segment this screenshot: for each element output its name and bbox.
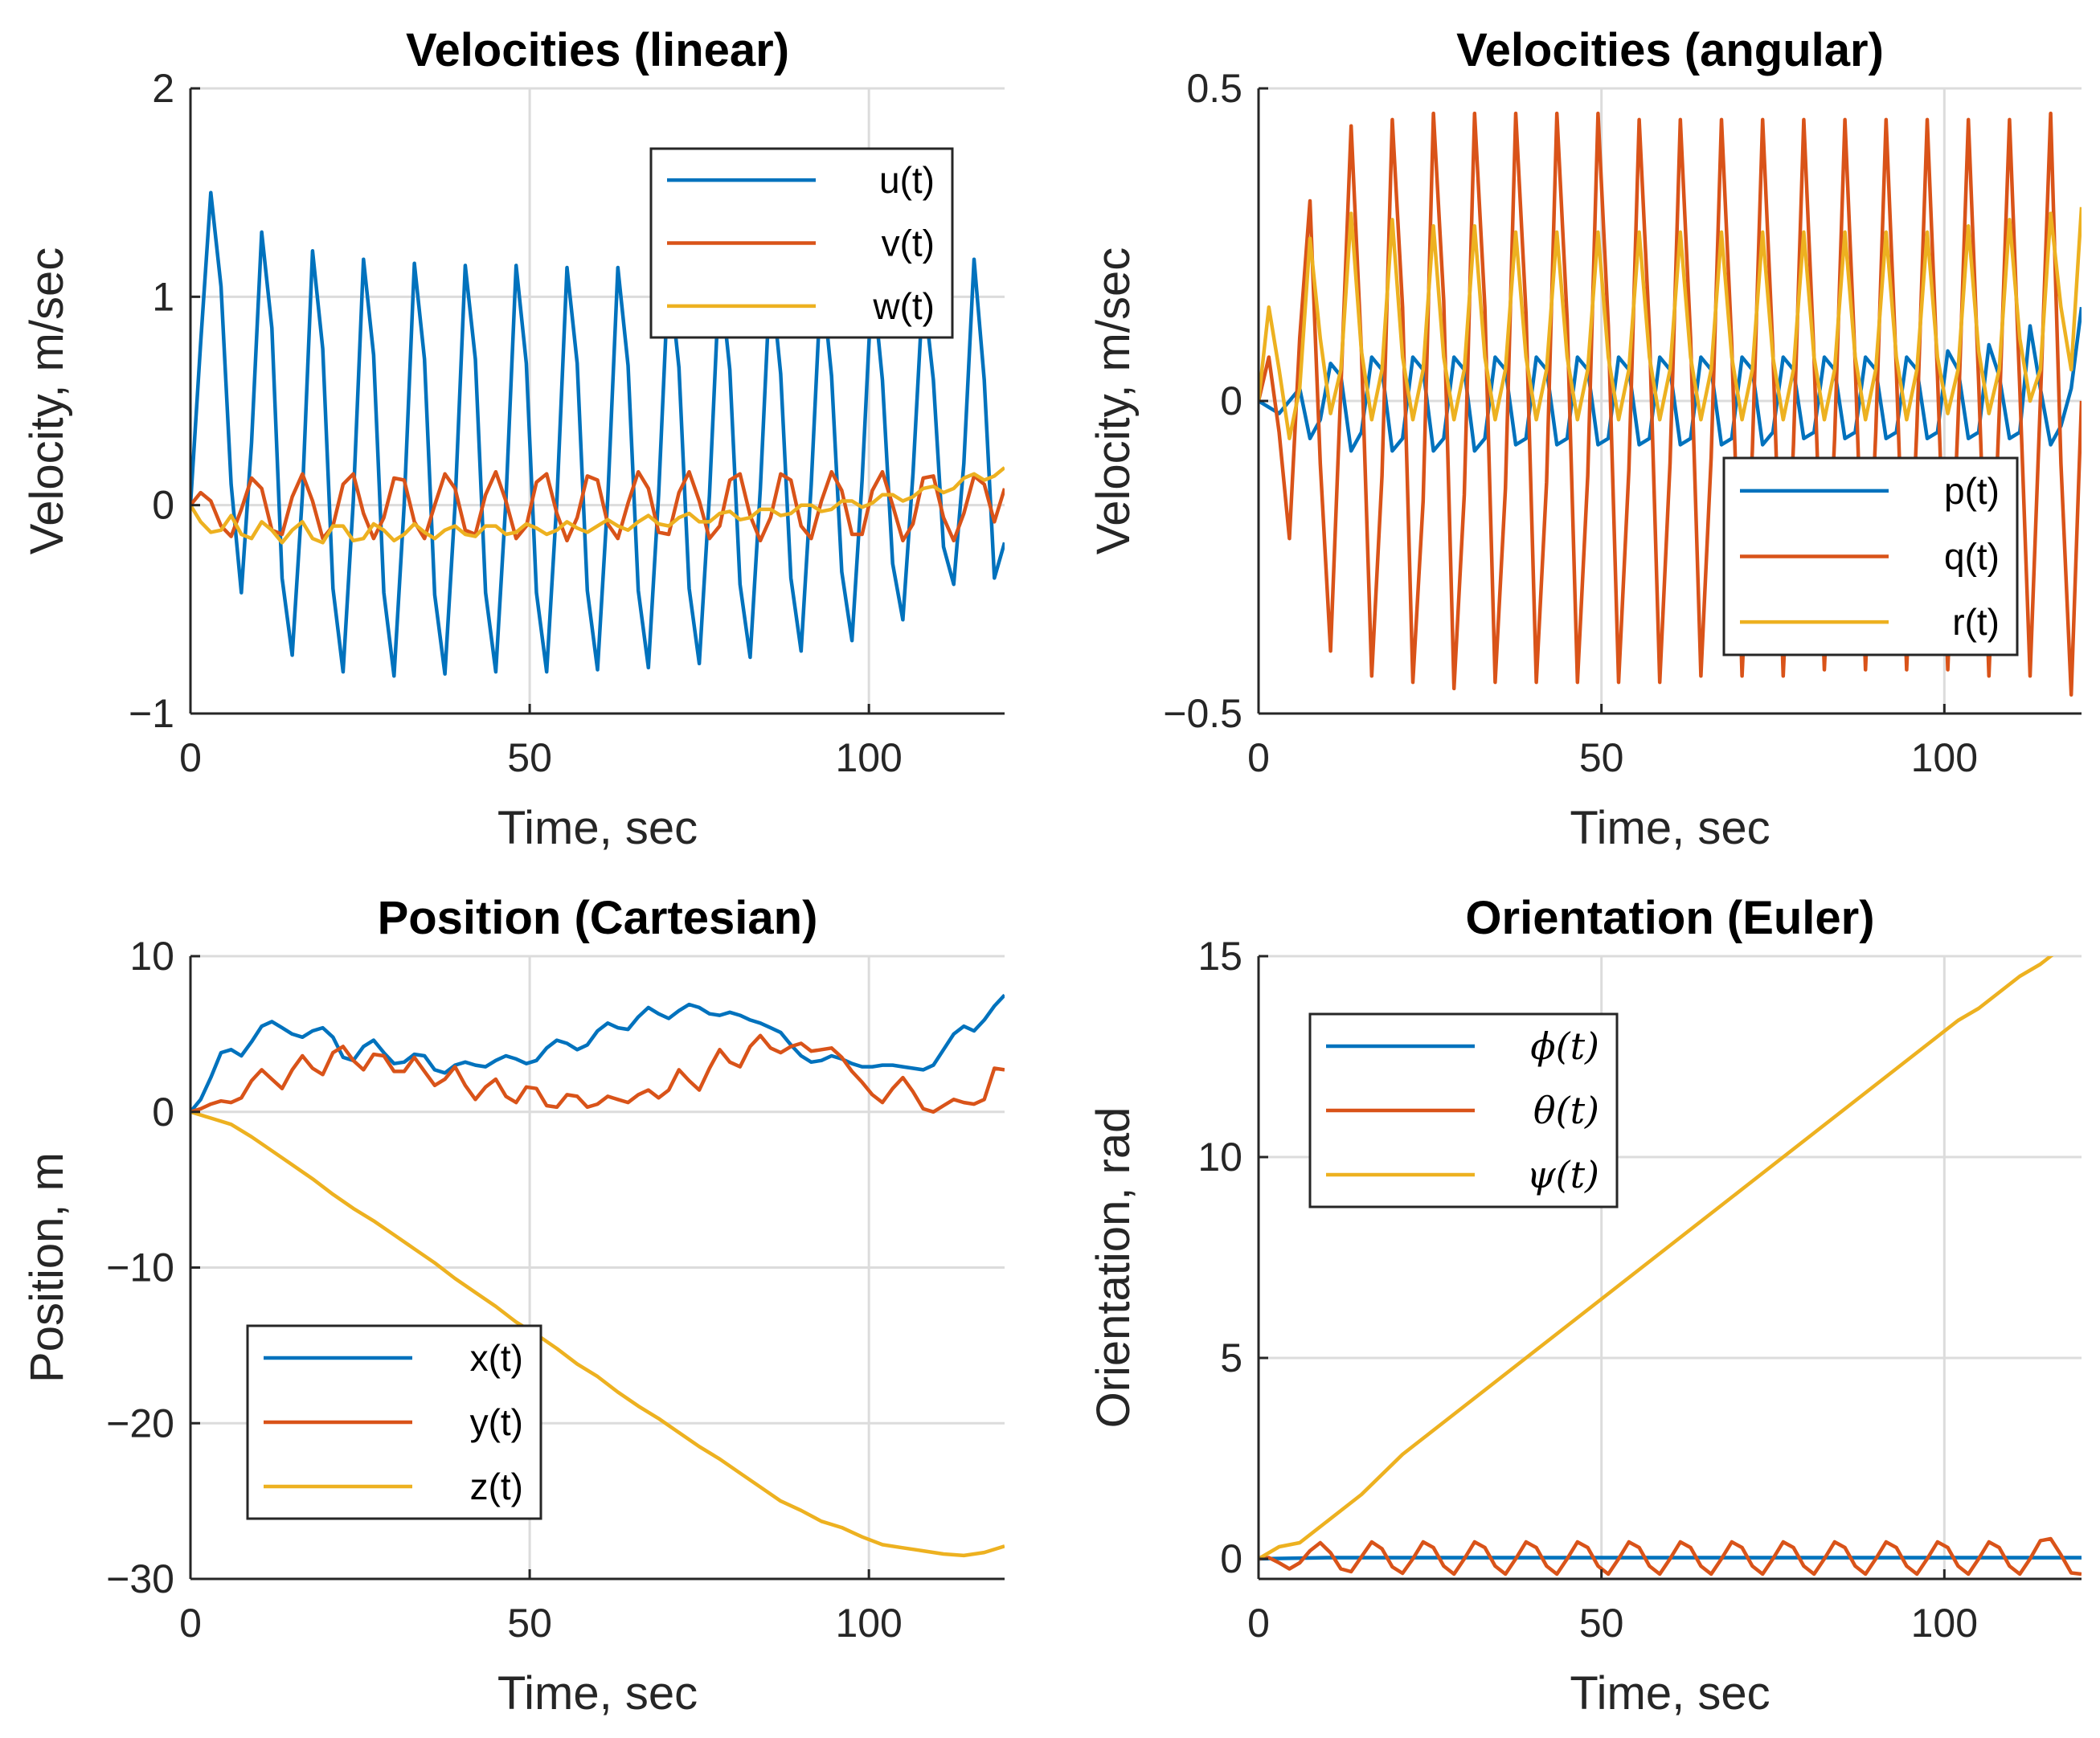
y-axis-label: Position, m bbox=[21, 1152, 73, 1383]
legend-label: u(t) bbox=[879, 159, 935, 201]
legend: p(t) q(t) r(t) bbox=[1722, 456, 2019, 656]
y-tick-label: 0 bbox=[1220, 378, 1242, 423]
x-axis-label: Time, sec bbox=[1570, 802, 1770, 854]
y-tick-label: −30 bbox=[106, 1556, 174, 1601]
legend: ϕ(t) θ(t) ψ(t) bbox=[1308, 1012, 1619, 1208]
legend-label: v(t) bbox=[882, 223, 935, 264]
y-axis-label: Velocity, m/sec bbox=[1087, 247, 1140, 555]
legend-label: r(t) bbox=[1952, 601, 2000, 643]
legend: u(t) v(t) w(t) bbox=[649, 147, 954, 339]
x-tick-label: 0 bbox=[179, 735, 202, 780]
y-axis-label: Orientation, rad bbox=[1087, 1107, 1140, 1429]
y-tick-label: −1 bbox=[129, 691, 174, 736]
legend-label: x(t) bbox=[470, 1337, 523, 1379]
x-tick-label: 100 bbox=[1911, 735, 1978, 780]
series-line-ori-2 bbox=[1259, 956, 2054, 1560]
legend-label: q(t) bbox=[1944, 536, 2000, 578]
x-tick-label: 100 bbox=[1911, 1601, 1978, 1646]
y-tick-label: 2 bbox=[152, 66, 174, 111]
x-tick-label: 50 bbox=[507, 735, 552, 780]
legend-label: z(t) bbox=[470, 1466, 523, 1507]
x-tick-label: 0 bbox=[1247, 735, 1270, 780]
legend-label: ϕ(t) bbox=[1530, 1024, 1599, 1068]
chart-title: Velocities (angular) bbox=[1456, 24, 1884, 76]
x-tick-label: 100 bbox=[835, 1601, 902, 1646]
chart-title: Orientation (Euler) bbox=[1465, 892, 1874, 944]
legend-label: p(t) bbox=[1944, 470, 2000, 512]
series-line-lin-2 bbox=[190, 466, 1005, 545]
y-tick-label: 15 bbox=[1197, 934, 1242, 979]
y-tick-label: −10 bbox=[106, 1245, 174, 1290]
series-line-pos-0 bbox=[190, 993, 1005, 1114]
x-tick-label: 50 bbox=[1579, 1601, 1624, 1646]
legend: x(t) y(t) z(t) bbox=[246, 1324, 542, 1520]
x-axis-label: Time, sec bbox=[1570, 1667, 1770, 1720]
x-tick-label: 50 bbox=[507, 1601, 552, 1646]
series-line-ang-2 bbox=[1259, 207, 2082, 440]
y-tick-label: 5 bbox=[1220, 1335, 1242, 1380]
y-tick-label: 0 bbox=[152, 1090, 174, 1135]
chart-title: Velocities (linear) bbox=[406, 24, 789, 76]
x-tick-label: 0 bbox=[1247, 1601, 1270, 1646]
y-tick-label: 0 bbox=[1220, 1536, 1242, 1581]
series-line-pos-2 bbox=[190, 1110, 1005, 1558]
chart-ori: 0 50 100 0 5 10 15 Orientation (Euler) Time, sec… bbox=[1087, 892, 2082, 1720]
y-tick-label: 10 bbox=[129, 934, 174, 979]
series-line-lin-0 bbox=[190, 190, 1005, 678]
series-line-ori-1 bbox=[1259, 1536, 2082, 1576]
legend-label: θ(t) bbox=[1533, 1089, 1599, 1132]
x-tick-label: 100 bbox=[835, 735, 902, 780]
legend-label: y(t) bbox=[470, 1401, 523, 1443]
y-tick-label: −20 bbox=[106, 1401, 174, 1446]
y-tick-label: 10 bbox=[1197, 1135, 1242, 1180]
x-tick-label: 0 bbox=[179, 1601, 202, 1646]
x-axis-label: Time, sec bbox=[497, 802, 698, 854]
chart-pos: 0 50 100 −30 −20 −10 0 10 Position (Cartesian) Ti… bbox=[21, 892, 1005, 1720]
legend-label: ψ(t) bbox=[1527, 1153, 1599, 1196]
x-tick-label: 50 bbox=[1579, 735, 1624, 780]
y-tick-label: −0.5 bbox=[1163, 691, 1242, 736]
y-tick-label: 0 bbox=[152, 483, 174, 528]
y-tick-label: 0.5 bbox=[1186, 66, 1242, 111]
y-axis-label: Velocity, m/sec bbox=[21, 247, 73, 555]
series-line-pos-1 bbox=[190, 1033, 1005, 1114]
y-tick-label: 1 bbox=[152, 274, 174, 319]
chart-title: Position (Cartesian) bbox=[378, 892, 818, 944]
legend-label: w(t) bbox=[872, 285, 935, 327]
x-axis-label: Time, sec bbox=[497, 1667, 698, 1720]
